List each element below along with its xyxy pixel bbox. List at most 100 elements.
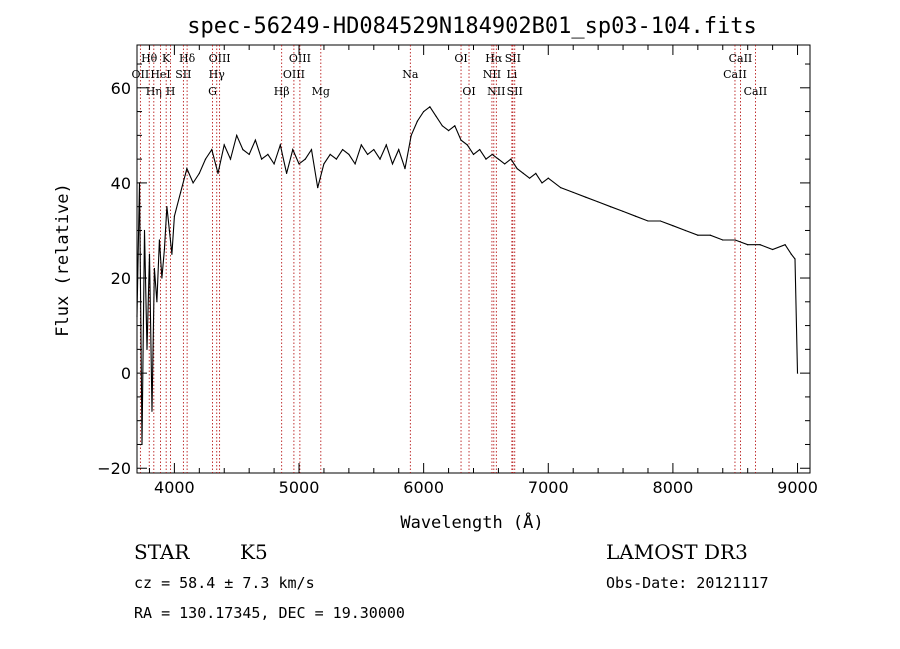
x-tick-label-2: 6000 bbox=[403, 478, 444, 497]
x-tick-label-0: 4000 bbox=[154, 478, 195, 497]
data-point-82 bbox=[634, 215, 637, 217]
data-point-80 bbox=[609, 206, 612, 208]
line-label-8: OIII bbox=[209, 52, 231, 65]
line-label-4: HeI bbox=[150, 68, 170, 81]
data-point-54 bbox=[416, 120, 419, 122]
data-point-63 bbox=[472, 153, 475, 155]
x-axis: 4000 5000 6000 7000 8000 9000 bbox=[148, 45, 818, 497]
data-point-60 bbox=[454, 125, 456, 127]
data-point-58 bbox=[441, 125, 443, 127]
object-class: STAR bbox=[134, 540, 190, 564]
y-axis-label: Flux (relative) bbox=[53, 183, 73, 337]
data-point-72 bbox=[528, 177, 531, 179]
data-point-23 bbox=[223, 144, 225, 146]
line-label-17: OI bbox=[462, 85, 475, 98]
line-label-1: OII bbox=[132, 68, 150, 81]
data-point-45 bbox=[360, 144, 362, 146]
data-point-3 bbox=[143, 229, 146, 232]
data-point-91 bbox=[747, 244, 749, 246]
y-tick-label-4: 60 bbox=[111, 79, 131, 98]
data-point-87 bbox=[697, 234, 699, 236]
line-label-9: Hγ bbox=[209, 68, 226, 81]
data-point-15 bbox=[173, 215, 175, 217]
data-point-39 bbox=[323, 163, 325, 165]
data-point-56 bbox=[429, 106, 431, 108]
data-point-27 bbox=[248, 153, 250, 155]
data-point-55 bbox=[423, 110, 425, 113]
series-line-0 bbox=[136, 106, 799, 445]
data-point-73 bbox=[535, 172, 537, 174]
data-point-52 bbox=[404, 168, 406, 170]
data-point-53 bbox=[410, 134, 412, 136]
data-point-70 bbox=[516, 168, 518, 170]
line-label-23: SII bbox=[507, 85, 523, 98]
data-point-62 bbox=[466, 144, 468, 146]
line-label-14: Mg bbox=[312, 85, 330, 98]
data-point-97 bbox=[796, 372, 799, 374]
data-point-5 bbox=[148, 253, 151, 255]
data-point-93 bbox=[772, 248, 774, 251]
line-label-15: Na bbox=[402, 68, 419, 81]
data-point-75 bbox=[547, 177, 549, 179]
data-point-64 bbox=[479, 149, 481, 151]
line-label-25: CaII bbox=[723, 68, 747, 81]
data-point-4 bbox=[146, 348, 148, 350]
data-point-37 bbox=[310, 149, 313, 151]
data-point-43 bbox=[348, 153, 350, 155]
redshift-text: cz = 58.4 ± 7.3 km/s bbox=[134, 574, 315, 592]
data-point-69 bbox=[510, 158, 512, 160]
line-label-7: Hδ bbox=[179, 52, 196, 65]
data-point-38 bbox=[317, 187, 319, 189]
data-point-86 bbox=[684, 229, 686, 232]
line-label-0: Hθ bbox=[141, 52, 158, 65]
data-point-68 bbox=[504, 163, 506, 165]
spectral-line-markers: Hθ OII Hη K HeI H SII Hδ OIII Hγ G Hβ OIII OIII Mg Na OI… bbox=[132, 45, 768, 473]
data-point-12 bbox=[166, 206, 168, 208]
data-point-59 bbox=[447, 130, 450, 132]
data-point-85 bbox=[672, 225, 674, 227]
data-point-18 bbox=[192, 182, 194, 184]
data-point-94 bbox=[784, 244, 786, 246]
data-point-81 bbox=[622, 210, 624, 213]
data-point-16 bbox=[180, 191, 182, 194]
data-point-83 bbox=[647, 220, 649, 222]
data-point-20 bbox=[204, 158, 207, 160]
x-axis-label: Wavelength (Å) bbox=[400, 511, 543, 533]
data-point-29 bbox=[261, 158, 263, 160]
line-label-26: CaII bbox=[744, 85, 768, 98]
data-point-50 bbox=[391, 163, 394, 165]
x-tick-label-4: 8000 bbox=[653, 478, 694, 497]
data-point-88 bbox=[709, 234, 711, 236]
line-label-20: NII bbox=[487, 85, 505, 98]
data-point-46 bbox=[366, 153, 369, 155]
series-group bbox=[136, 106, 799, 446]
data-point-78 bbox=[585, 196, 587, 198]
line-label-2: Hη bbox=[146, 85, 162, 98]
data-point-31 bbox=[273, 163, 275, 165]
data-point-92 bbox=[759, 244, 761, 246]
data-point-90 bbox=[734, 239, 736, 241]
plot-frame bbox=[136, 44, 811, 474]
data-point-71 bbox=[522, 172, 524, 174]
line-label-22: Li bbox=[506, 68, 517, 81]
line-label-16: OI bbox=[454, 52, 467, 65]
data-point-49 bbox=[385, 144, 387, 146]
spectral-subclass: K5 bbox=[240, 540, 268, 564]
data-point-28 bbox=[254, 139, 256, 141]
y-tick-label-3: 40 bbox=[111, 174, 131, 193]
data-point-19 bbox=[198, 172, 200, 174]
line-label-10: G bbox=[208, 85, 217, 98]
line-label-21: SII bbox=[505, 52, 521, 65]
data-point-10 bbox=[161, 277, 163, 279]
data-point-21 bbox=[211, 149, 213, 151]
data-point-57 bbox=[435, 115, 437, 117]
data-point-32 bbox=[279, 144, 281, 146]
data-point-65 bbox=[485, 158, 487, 160]
data-point-33 bbox=[285, 172, 288, 174]
data-point-34 bbox=[292, 149, 294, 151]
x-tick-label-5: 9000 bbox=[777, 478, 818, 497]
data-point-36 bbox=[304, 158, 306, 160]
data-point-9 bbox=[158, 239, 161, 241]
data-point-67 bbox=[497, 158, 500, 160]
line-label-11: Hβ bbox=[274, 85, 290, 98]
